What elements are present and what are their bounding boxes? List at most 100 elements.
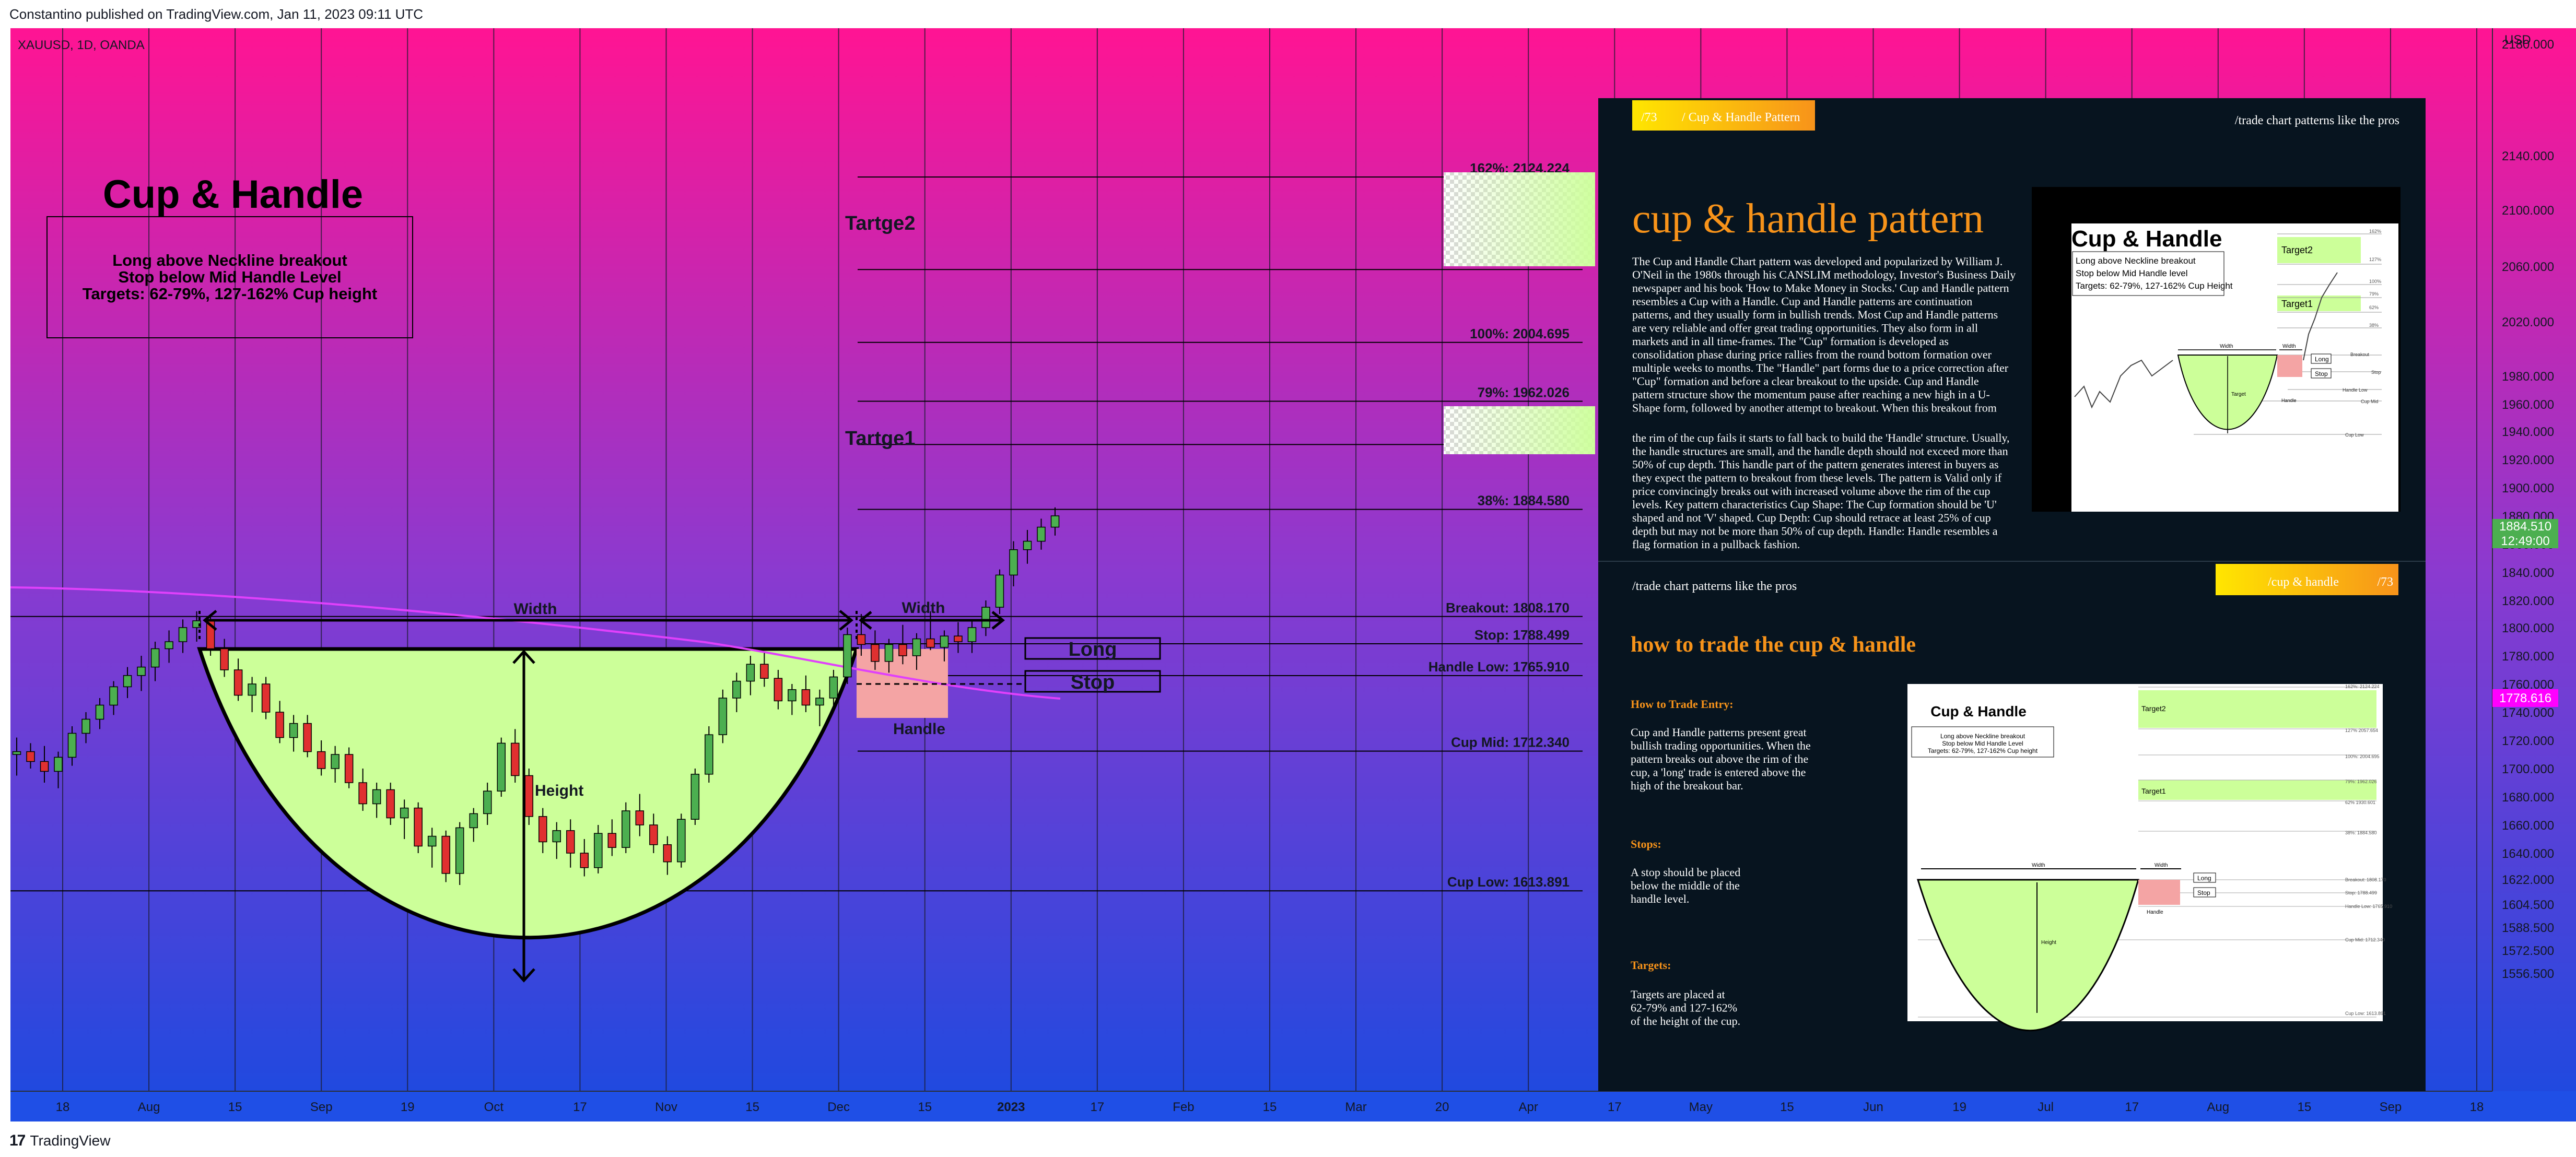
candle [427, 828, 437, 868]
panel-text-line: "Cup" formation and before a clear break… [1632, 375, 1979, 388]
tagline-mid: /trade chart patterns like the pros [1632, 580, 1797, 593]
price-tick-label: 1640.000 [2502, 847, 2554, 861]
rules-line-3: Targets: 62-79%, 127-162% Cup height [83, 285, 378, 303]
thumbnail-chart-2: Cup & Handle Long above Neckline breakou… [1907, 684, 2392, 1032]
svg-text:Handle Low: 1765.910: Handle Low: 1765.910 [2345, 904, 2392, 909]
moving-average-line [10, 586, 1061, 700]
candle [386, 783, 395, 825]
panel-text-line: pattern breaks out above the rim of the [1631, 752, 1808, 765]
candle [81, 712, 90, 743]
time-tick-label: 15 [745, 1100, 759, 1114]
candle [788, 684, 797, 715]
time-tick-label: Apr [1519, 1100, 1538, 1114]
candle [233, 658, 243, 701]
svg-text:Long above Neckline breakout: Long above Neckline breakout [2076, 256, 2196, 266]
price-tick-label: 2100.000 [2502, 204, 2554, 218]
panel-text-line: are very reliable and offer great tradin… [1632, 322, 1978, 335]
time-tick-label: Sep [2380, 1100, 2402, 1114]
rules-box [46, 216, 413, 338]
panel-text-line: markets and in all time-frames. The "Cup… [1632, 335, 1949, 348]
svg-text:Cup & Handle: Cup & Handle [2071, 226, 2222, 252]
handle-width-label: Width [901, 599, 945, 617]
svg-text:Width: Width [2282, 344, 2296, 349]
svg-text:Long: Long [2197, 875, 2211, 882]
candle [220, 639, 229, 677]
time-tick-label: Jul [2038, 1100, 2054, 1114]
svg-text:1884.510: 1884.510 [2499, 520, 2551, 534]
panel-text-line: O'Neil in the 1980s through his CANSLIM … [1632, 268, 2016, 281]
time-tick-label: 15 [2298, 1100, 2312, 1114]
svg-text:Long: Long [2315, 356, 2329, 363]
candle [940, 630, 949, 662]
panel-title-tab: / Cup & Handle Pattern [1682, 111, 1800, 124]
candle [248, 677, 256, 712]
candle [649, 813, 658, 853]
panel-heading-2: how to trade the cup & handle [1631, 633, 1916, 657]
svg-text:Cup Mid: Cup Mid [2361, 399, 2379, 404]
price-tick-label: 1780.000 [2502, 650, 2554, 664]
panel-text-line: The Cup and Handle Chart pattern was dev… [1632, 255, 2003, 268]
candle [414, 802, 423, 853]
candle [871, 630, 880, 670]
panel-text-line: price convincingly breaks out with incre… [1632, 485, 1990, 498]
candle [594, 825, 603, 873]
svg-text:Stop: Stop [2371, 370, 2381, 375]
svg-text:1778.616: 1778.616 [2499, 691, 2551, 705]
current-price-badge: 1884.510 12:49:00 [2492, 519, 2558, 548]
price-tick-label: 1572.500 [2502, 944, 2554, 958]
page-badge-left [1632, 100, 1815, 131]
time-tick-label: 19 [401, 1100, 415, 1114]
svg-text:79%: 79% [2369, 291, 2379, 297]
panel-text-line: flag formation in a pullback fashion. [1632, 538, 1800, 551]
svg-text:127%: 127% [2369, 257, 2381, 262]
candle [732, 672, 741, 712]
time-tick-label: Aug [2207, 1100, 2229, 1114]
candle [400, 799, 409, 839]
candle [261, 677, 271, 719]
level-label: Handle Low: 1765.910 [1428, 659, 1570, 675]
svg-text:Stop below Mid Handle Level: Stop below Mid Handle Level [1942, 740, 2023, 747]
panel-text-line: shaped and not 'V' shaped. Cup Depth: Cu… [1632, 511, 1991, 524]
svg-text:Cup Mid: 1712.340: Cup Mid: 1712.340 [2345, 937, 2385, 942]
price-tick-label: 1920.000 [2502, 453, 2554, 467]
candle [607, 819, 617, 856]
rules-line-1: Long above Neckline breakout [112, 251, 347, 269]
panel-body-a: The Cup and Handle Chart pattern was dev… [1632, 255, 2016, 415]
candle [884, 639, 894, 673]
target1-zone-fade [1444, 406, 1595, 454]
tradingview-logo-text: TradingView [30, 1132, 111, 1149]
svg-text:12:49:00: 12:49:00 [2501, 534, 2549, 548]
rules-line-2: Stop below Mid Handle Level [118, 268, 341, 286]
panel-text-line: multiple weeks to months. The "Handle" p… [1632, 361, 2009, 374]
time-axis-ticks: 18 Aug 15 Sep 19 Oct 17 Nov 15 Dec 15 2023 17 Feb 15 Ma… [56, 1100, 2484, 1114]
time-tick-label: Jun [1863, 1100, 1883, 1114]
time-tick-label: Dec [827, 1100, 850, 1114]
panel-text-line: newspaper and his book 'How to Make Mone… [1632, 281, 2009, 294]
svg-text:Cup Low: 1613.891: Cup Low: 1613.891 [2345, 1011, 2386, 1016]
handle-label: Handle [893, 721, 945, 738]
time-tick-label: 15 [1263, 1100, 1277, 1114]
svg-text:Cup Low: Cup Low [2345, 432, 2364, 438]
candle [580, 839, 589, 877]
candle [441, 830, 450, 882]
svg-text:100%: 100% [2369, 279, 2381, 284]
candle [358, 769, 367, 811]
time-tick-label: 18 [56, 1100, 70, 1114]
entry-title: How to Trade Entry: [1631, 698, 1734, 711]
panel-text-line: handle level. [1631, 892, 1689, 905]
panel-text-line: below the middle of the [1631, 879, 1740, 892]
panel-body-b: the rim of the cup fails it starts to fa… [1632, 431, 2010, 551]
price-tick-label: 1740.000 [2502, 706, 2554, 720]
svg-text:Stop below Mid Handle level: Stop below Mid Handle level [2076, 268, 2188, 278]
panel-text-line: Shape form, followed by another attempt … [1632, 402, 1997, 415]
candle [455, 822, 464, 885]
svg-text:38%: 38% [2369, 323, 2379, 328]
svg-text:Cup & Handle: Cup & Handle [1930, 703, 2027, 719]
candle [1023, 530, 1032, 564]
target2-zone-fade [1444, 172, 1595, 266]
level-label: 38%: 1884.580 [1478, 493, 1570, 509]
svg-text:Target1: Target1 [2141, 787, 2166, 795]
tradingview-footer[interactable]: 17 TradingView [9, 1132, 110, 1150]
candlestick-series [12, 507, 1060, 885]
